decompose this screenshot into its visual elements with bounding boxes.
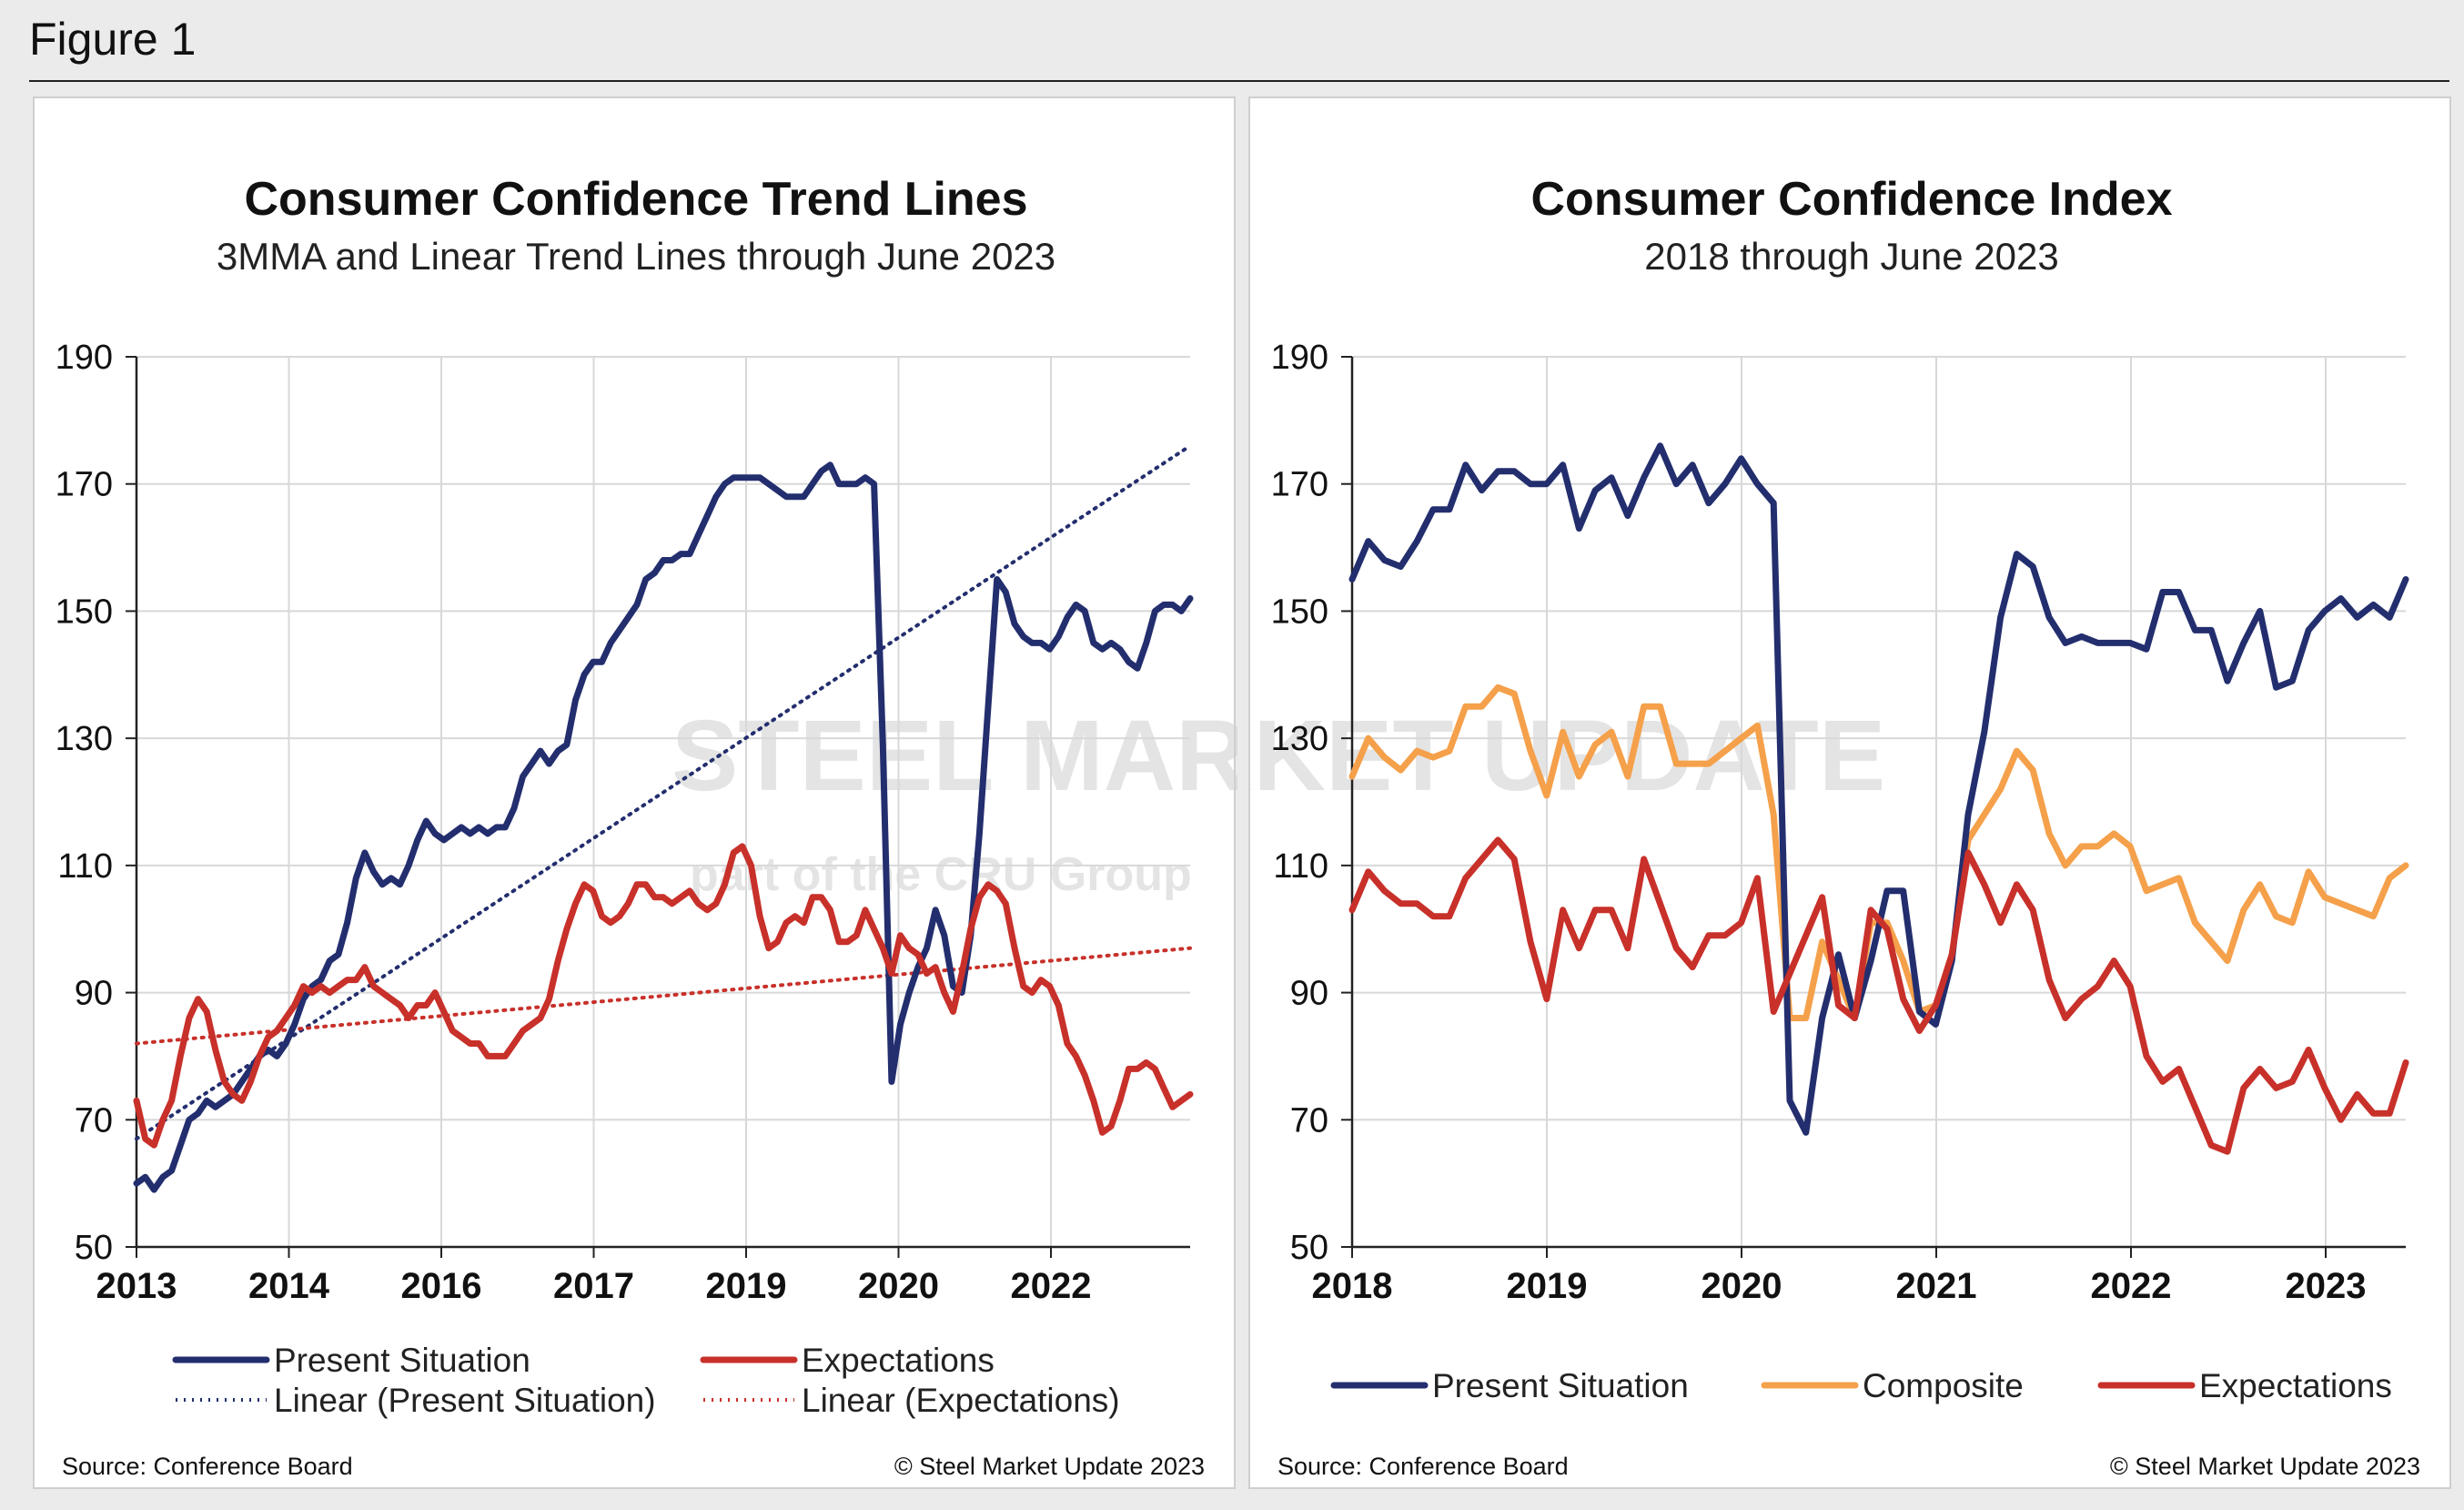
legend-label: Expectations xyxy=(2199,1367,2392,1404)
y-tick-label: 50 xyxy=(1290,1229,1328,1267)
watermark-text: STEEL MARKET UPDATE xyxy=(672,700,1237,812)
y-tick-label: 170 xyxy=(1271,466,1328,504)
x-tick-label: 2022 xyxy=(1011,1266,1092,1306)
x-tick-label: 2023 xyxy=(2286,1266,2367,1306)
chart-subtitle: 3MMA and Linear Trend Lines through June… xyxy=(217,235,1055,278)
left-chart-svg: STEEL MARKET UPDATE part of the CRU Group… xyxy=(56,173,1237,1480)
chart-title: Consumer Confidence Trend Lines xyxy=(244,173,1027,226)
x-tick-label: 2017 xyxy=(553,1266,634,1306)
y-tick-label: 70 xyxy=(75,1101,113,1140)
y-tick-label: 150 xyxy=(1271,593,1328,631)
legend-label: Present Situation xyxy=(274,1342,530,1379)
legend-label: Present Situation xyxy=(1432,1367,1689,1404)
copyright-note: © Steel Market Update 2023 xyxy=(894,1453,1205,1480)
right-chart-panel: STEEL MARKET UPDATEpart of the CRU Group… xyxy=(1248,96,2451,1489)
title-rule xyxy=(29,80,2449,82)
legend-label: Composite xyxy=(1863,1367,2024,1404)
x-tick-label: 2019 xyxy=(1507,1266,1588,1306)
x-tick-label: 2020 xyxy=(1702,1266,1782,1306)
y-tick-label: 190 xyxy=(56,339,113,377)
x-tick-label: 2021 xyxy=(1896,1266,1977,1306)
y-tick-label: 110 xyxy=(1273,847,1328,886)
legend-label: Expectations xyxy=(802,1342,995,1379)
source-note: Source: Conference Board xyxy=(1277,1453,1569,1480)
legend-label: Linear (Expectations) xyxy=(802,1382,1120,1419)
x-tick-label: 2013 xyxy=(96,1266,177,1306)
y-tick-label: 50 xyxy=(75,1229,113,1267)
x-tick-label: 2022 xyxy=(2091,1266,2172,1306)
x-tick-label: 2020 xyxy=(858,1266,939,1306)
x-tick-label: 2014 xyxy=(248,1266,330,1306)
y-tick-label: 170 xyxy=(56,466,113,504)
figure-title: Figure 1 xyxy=(29,14,197,65)
left-chart-panel: STEEL MARKET UPDATE part of the CRU Group… xyxy=(33,96,1237,1489)
watermark-text: STEEL MARKET UPDATE xyxy=(1250,700,1885,812)
chart-title: Consumer Confidence Index xyxy=(1531,173,2173,226)
x-tick-label: 2016 xyxy=(401,1266,482,1306)
x-tick-label: 2019 xyxy=(706,1266,787,1306)
y-tick-label: 130 xyxy=(56,720,113,758)
series-line-linear-present-situation xyxy=(135,443,1192,1141)
right-chart-svg: STEEL MARKET UPDATEpart of the CRU Group… xyxy=(1250,173,2420,1480)
y-tick-label: 190 xyxy=(1271,339,1328,377)
series-line-expectations xyxy=(133,843,1194,1149)
x-tick-label: 2018 xyxy=(1312,1266,1393,1306)
chart-subtitle: 2018 through June 2023 xyxy=(1644,235,2058,278)
series-line-present-situation xyxy=(133,461,1194,1193)
series-line-present-situation xyxy=(1348,442,2409,1136)
y-tick-label: 90 xyxy=(75,975,113,1013)
y-tick-label: 70 xyxy=(1290,1101,1328,1140)
copyright-note: © Steel Market Update 2023 xyxy=(2110,1453,2420,1480)
y-tick-label: 110 xyxy=(57,847,113,886)
legend-label: Linear (Present Situation) xyxy=(274,1382,656,1419)
y-tick-label: 150 xyxy=(56,593,113,631)
y-tick-label: 90 xyxy=(1290,975,1328,1013)
source-note: Source: Conference Board xyxy=(62,1453,353,1480)
watermark-subtext: part of the CRU Group xyxy=(690,848,1192,901)
series-line-expectations xyxy=(1348,836,2409,1155)
y-tick-label: 130 xyxy=(1271,720,1328,758)
